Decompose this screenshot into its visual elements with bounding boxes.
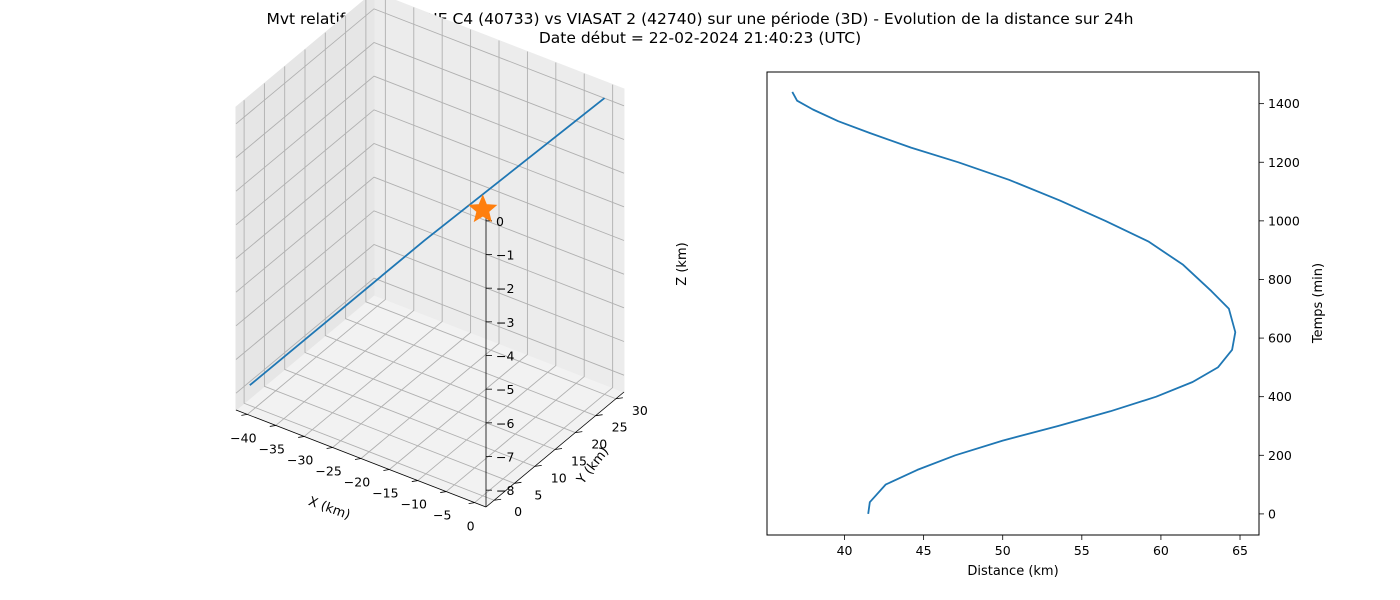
3d-x-tick: [468, 502, 475, 504]
3d-gridline-z: [235, 176, 625, 293]
3d-gridline-y: [284, 66, 535, 467]
3d-gridline-y: [243, 100, 495, 501]
3d-y-tick-label: 0: [514, 504, 522, 519]
3d-x-tick-label: −15: [372, 486, 398, 501]
3d-x-tick-label: −20: [344, 475, 370, 490]
3d-x-tick: [411, 480, 418, 482]
3d-x-tick-label: −40: [230, 430, 256, 445]
3d-trajectory-line: [249, 97, 606, 386]
3d-z-tick-label: −2: [496, 281, 514, 296]
3d-z-tick-label: −5: [496, 382, 514, 397]
3d-gridline-z: [235, 41, 625, 158]
3d-z-tick-label: −3: [496, 315, 514, 330]
3d-y-tick-label: 30: [632, 403, 648, 418]
3d-y-tick-label: 20: [591, 437, 607, 452]
3d-x-tick-label: −35: [259, 441, 285, 456]
3d-z-tick-label: −6: [496, 416, 514, 431]
3d-gridline-x: [445, 73, 585, 492]
3d-y-tick: [554, 448, 563, 450]
3d-x-tick-label: −30: [287, 452, 313, 467]
3d-x-tick: [383, 469, 390, 471]
3d-gridline-x: [474, 84, 614, 503]
3d-z-tick-label: −1: [496, 248, 514, 263]
3d-gridline-z: [235, 142, 625, 259]
3d-z-tick-label: 0: [496, 214, 504, 229]
3d-gridline-z: [235, 8, 625, 125]
3d-gridline-x: [303, 18, 443, 437]
3d-panes: [235, 0, 625, 508]
3d-x-tick-label: −10: [401, 497, 427, 512]
3d-y-tick-label: 10: [551, 470, 567, 485]
3d-x-tick: [326, 447, 333, 449]
3d-y-tick: [595, 414, 603, 417]
3d-y-tick: [514, 481, 522, 484]
3d-x-tick: [354, 458, 362, 460]
3d-gridline-x: [360, 40, 500, 459]
3d-z-axis-label: Z (km): [675, 242, 690, 285]
3d-z-tick-label: −7: [496, 450, 514, 465]
3d-gridline-y: [345, 15, 596, 417]
3d-y-tick: [575, 431, 583, 433]
3d-y-tick: [494, 498, 502, 501]
3d-y-tick: [534, 465, 542, 467]
3d-y-tick-label: 5: [534, 487, 542, 502]
3d-data: [249, 97, 606, 386]
3d-ticks: −40−35−30−25−20−15−10−500510152025300−1−…: [230, 204, 648, 534]
3d-gridline-y: [324, 32, 576, 434]
3d-gridline-y: [365, 0, 617, 400]
3d-x-tick: [440, 491, 447, 493]
3d-gridline-x: [332, 29, 472, 448]
3d-origin-star-marker: [468, 194, 498, 223]
3d-gridline-y: [304, 49, 556, 450]
3d-x-tick: [269, 425, 276, 427]
3d-gridline-x: [247, 0, 386, 415]
3d-gridline-z: [235, 210, 625, 327]
3d-x-axis-label: X (km): [306, 494, 352, 523]
3d-gridlines: [235, 0, 625, 503]
3d-y-tick: [615, 397, 623, 400]
3d-gridline-z: [235, 109, 625, 226]
3d-x-tick-label: −25: [315, 463, 341, 478]
3d-gridline-x: [389, 51, 528, 470]
3d-gridline-x: [417, 62, 557, 481]
3d-gridline-z: [235, 277, 625, 394]
3d-y-tick-label: 25: [612, 420, 628, 435]
3d-z-tick-label: −4: [496, 349, 514, 364]
3d-gridline-z: [235, 75, 625, 192]
figure-title-line2: Date début = 22-02-2024 21:40:23 (UTC): [538, 29, 862, 47]
3d-x-tick: [298, 436, 305, 438]
3d-x-tick: [241, 414, 248, 416]
3d-gridline-z: [235, 243, 625, 360]
3d-y-tick-label: 15: [571, 454, 587, 469]
3d-gridline-y: [263, 83, 515, 484]
3d-gridline-x: [275, 7, 415, 426]
3d-z-tick-label: −8: [496, 483, 514, 498]
3d-x-tick-label: −5: [433, 508, 451, 523]
3d-x-tick-label: 0: [467, 519, 475, 534]
